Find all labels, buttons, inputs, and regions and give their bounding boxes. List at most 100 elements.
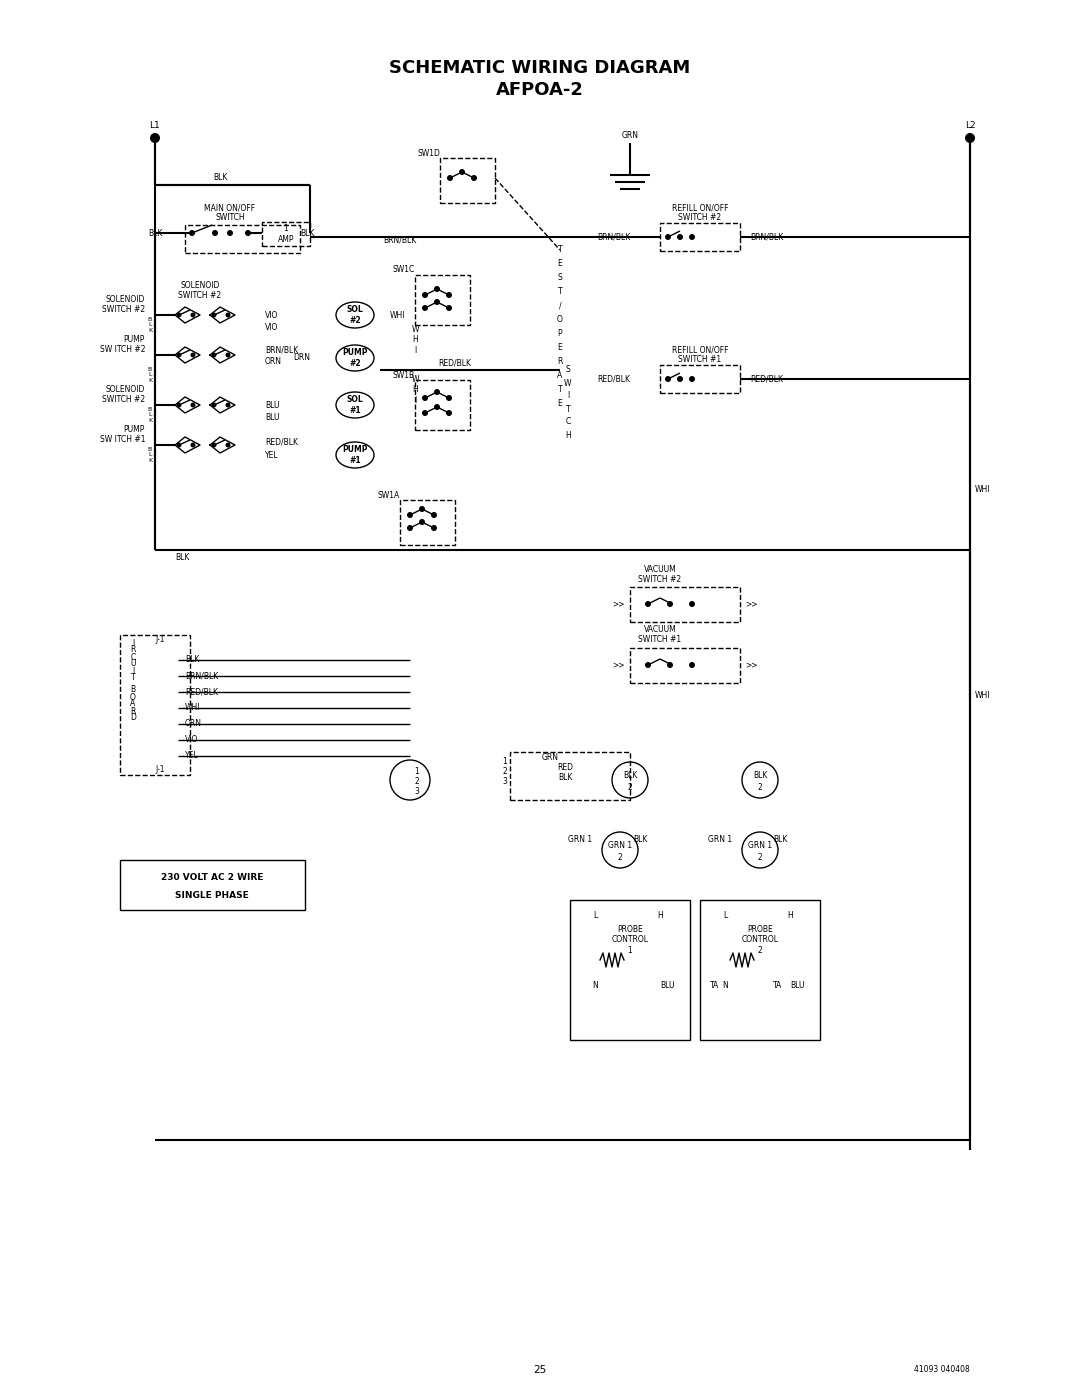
Text: C: C — [131, 652, 136, 662]
Text: SOLENOID: SOLENOID — [106, 386, 145, 394]
Text: H: H — [565, 430, 571, 440]
Text: VIO: VIO — [265, 324, 279, 332]
Circle shape — [190, 402, 195, 408]
Circle shape — [422, 292, 428, 298]
Text: AFPOA-2: AFPOA-2 — [496, 81, 584, 99]
Text: BLK: BLK — [773, 835, 787, 845]
Text: O: O — [557, 316, 563, 324]
Text: W
H
I: W H I — [411, 326, 419, 355]
Bar — [120, 861, 305, 909]
Text: BLK: BLK — [633, 835, 647, 845]
Text: TA: TA — [711, 981, 719, 989]
Text: 1: 1 — [502, 757, 507, 767]
Text: >>: >> — [612, 599, 625, 609]
Circle shape — [431, 525, 437, 531]
Text: R: R — [131, 645, 136, 655]
Circle shape — [434, 299, 440, 305]
Text: P: P — [557, 330, 563, 338]
Text: L: L — [593, 911, 597, 919]
Text: BLK: BLK — [557, 774, 572, 782]
Circle shape — [419, 520, 426, 525]
Text: 2: 2 — [618, 852, 622, 862]
Text: SOL
#2: SOL #2 — [347, 306, 363, 324]
Text: W: W — [564, 379, 571, 387]
Text: BLK: BLK — [175, 552, 189, 562]
Text: WHI: WHI — [390, 310, 405, 320]
Text: H: H — [657, 911, 663, 919]
Text: A: A — [557, 372, 563, 380]
Text: SW ITCH #1: SW ITCH #1 — [99, 436, 145, 444]
Bar — [700, 900, 820, 1039]
Text: BLK: BLK — [300, 229, 314, 237]
Text: I: I — [567, 391, 569, 401]
Text: SWITCH #2: SWITCH #2 — [102, 395, 145, 405]
Text: SCHEMATIC WIRING DIAGRAM: SCHEMATIC WIRING DIAGRAM — [390, 59, 690, 77]
Circle shape — [431, 511, 437, 518]
Circle shape — [667, 662, 673, 668]
Text: SOL
#1: SOL #1 — [347, 395, 363, 415]
Circle shape — [176, 313, 181, 317]
Circle shape — [190, 443, 195, 447]
Text: PUMP: PUMP — [123, 426, 145, 434]
Text: RED: RED — [557, 764, 573, 773]
Bar — [630, 587, 740, 622]
Text: J-1: J-1 — [156, 766, 164, 774]
Text: SWITCH: SWITCH — [215, 214, 245, 222]
Text: 25: 25 — [534, 1365, 546, 1375]
Circle shape — [667, 601, 673, 608]
Text: SW ITCH #2: SW ITCH #2 — [99, 345, 145, 355]
Circle shape — [471, 175, 477, 182]
Circle shape — [407, 525, 413, 531]
Circle shape — [407, 511, 413, 518]
Bar — [660, 365, 740, 393]
Circle shape — [446, 305, 453, 312]
Circle shape — [212, 402, 216, 408]
Text: SWITCH #1: SWITCH #1 — [638, 636, 681, 644]
Text: BRN/BLK: BRN/BLK — [597, 232, 630, 242]
Bar — [120, 636, 190, 775]
Circle shape — [665, 235, 671, 240]
Text: BLU: BLU — [265, 414, 280, 422]
Text: DRN: DRN — [293, 353, 310, 362]
Text: RED/BLK: RED/BLK — [185, 687, 218, 697]
Circle shape — [645, 662, 651, 668]
Text: BRN/BLK: BRN/BLK — [383, 236, 417, 244]
Text: 3: 3 — [502, 778, 507, 787]
Text: T: T — [566, 405, 570, 414]
Text: SWITCH #2: SWITCH #2 — [678, 214, 721, 222]
Text: SW1B: SW1B — [393, 370, 415, 380]
Circle shape — [176, 402, 181, 408]
Text: T: T — [557, 386, 563, 394]
Circle shape — [434, 388, 440, 395]
Text: PUMP
#2: PUMP #2 — [342, 348, 368, 367]
Text: B
L
K: B L K — [148, 407, 152, 423]
Text: BLK: BLK — [149, 229, 163, 237]
Circle shape — [226, 352, 230, 358]
Text: RED/BLK: RED/BLK — [265, 437, 298, 447]
Text: BLU: BLU — [660, 981, 675, 989]
Text: >>: >> — [612, 661, 625, 669]
Text: T: T — [557, 246, 563, 254]
Text: PROBE
CONTROL
1: PROBE CONTROL 1 — [611, 925, 648, 956]
Circle shape — [212, 443, 216, 447]
Circle shape — [689, 662, 696, 668]
Circle shape — [226, 443, 230, 447]
Circle shape — [689, 601, 696, 608]
Text: A: A — [131, 700, 136, 708]
Text: L1: L1 — [150, 120, 160, 130]
Text: SW1D: SW1D — [417, 148, 440, 158]
Text: J-1: J-1 — [156, 636, 164, 644]
Text: B: B — [131, 686, 136, 694]
Text: VIO: VIO — [265, 310, 279, 320]
Text: S: S — [566, 366, 570, 374]
Text: GRN 1: GRN 1 — [748, 841, 772, 849]
Text: PUMP: PUMP — [123, 335, 145, 345]
Text: B
L
K: B L K — [148, 317, 152, 334]
Text: 230 VOLT AC 2 WIRE: 230 VOLT AC 2 WIRE — [161, 873, 264, 883]
Circle shape — [966, 133, 975, 142]
Bar — [262, 222, 310, 246]
Text: W
H
I: W H I — [411, 376, 419, 405]
Bar — [510, 752, 630, 800]
Text: 2: 2 — [627, 782, 633, 792]
Bar — [660, 224, 740, 251]
